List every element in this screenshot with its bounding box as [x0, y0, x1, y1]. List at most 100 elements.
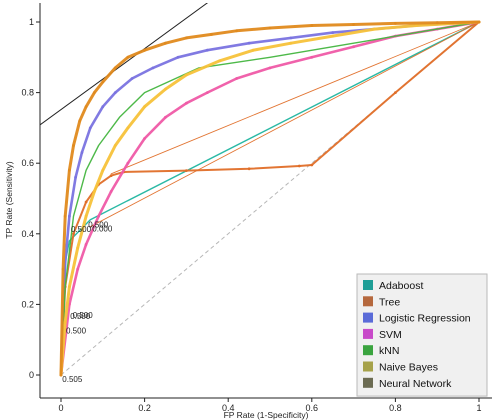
data-point-neural-network [477, 20, 481, 24]
data-point-tree [310, 163, 314, 167]
data-point-naive-bayes [164, 87, 167, 91]
data-point-neural-network [68, 168, 71, 172]
data-point-logistic-regression [205, 48, 209, 52]
series-line-svm [59, 20, 481, 377]
data-point-svm [164, 115, 167, 119]
data-point-naive-bayes [63, 320, 67, 324]
data-point-logistic-regression [80, 151, 84, 155]
data-point-naive-bayes [93, 190, 96, 193]
series-line-neural-network [59, 20, 481, 377]
data-point-logistic-regression [176, 55, 180, 59]
threshold-label: 0.500 [66, 326, 87, 335]
data-point-neural-network [126, 55, 130, 59]
data-point-neural-network [352, 23, 355, 26]
data-point-naive-bayes [185, 73, 188, 77]
data-point-svm [126, 161, 130, 165]
data-point-naive-bayes [251, 48, 255, 52]
data-point-neural-network [164, 41, 167, 45]
data-point-neural-network [185, 36, 188, 40]
legend-label: Neural Network [379, 378, 452, 390]
legend-swatch [363, 361, 373, 372]
legend-box [356, 273, 488, 397]
data-point-neural-network [310, 24, 314, 27]
data-point-logistic-regression [151, 66, 155, 70]
data-point-logistic-regression [331, 31, 335, 34]
data-point-neural-network [78, 119, 82, 123]
x-tick-label: 0.6 [306, 403, 319, 413]
data-point-svm [185, 101, 188, 105]
data-point-naive-bayes [113, 144, 117, 147]
legend-label: SVM [379, 329, 402, 341]
data-point-svm [268, 66, 272, 70]
data-point-logistic-regression [113, 91, 117, 94]
data-point-neural-network [63, 214, 67, 218]
data-point-naive-bayes [143, 105, 147, 109]
data-point-naive-bayes [126, 126, 130, 130]
data-point-logistic-regression [68, 214, 71, 218]
data-point-neural-network [101, 80, 105, 84]
data-point-neural-network [210, 33, 213, 36]
data-point-naive-bayes [84, 214, 88, 218]
data-point-neural-network [61, 267, 65, 271]
data-point-tree [297, 164, 301, 168]
data-point-neural-network [93, 91, 96, 94]
data-point-svm [84, 243, 88, 246]
data-point-tree [185, 169, 188, 173]
data-point-naive-bayes [218, 59, 222, 63]
series-line-tree-thin [110, 21, 480, 175]
data-point-tree [84, 200, 88, 204]
iso-performance-line-line [40, 3, 209, 126]
y-tick-label: 1 [29, 17, 34, 27]
data-point-svm [97, 214, 100, 218]
data-point-neural-network [59, 373, 63, 377]
data-point-naive-bayes [414, 24, 418, 27]
data-point-naive-bayes [68, 285, 71, 289]
threshold-label: 0.500 [70, 312, 91, 321]
data-point-tree [394, 91, 397, 94]
y-tick-label: 0.2 [21, 299, 34, 309]
x-axis-label: FP Rate (1-Specificity) [224, 410, 309, 420]
legend-swatch [363, 345, 373, 356]
x-tick-label: 0.2 [138, 403, 151, 413]
data-point-logistic-regression [247, 41, 251, 45]
threshold-label: 0.500 [88, 220, 109, 229]
legend-swatch [363, 312, 373, 323]
x-tick-label: 1 [476, 403, 481, 413]
legend-label: Logistic Regression [379, 313, 471, 325]
y-tick-label: 0.8 [21, 88, 34, 98]
series-line-knn [60, 21, 480, 376]
legend-swatch [363, 296, 373, 307]
data-point-logistic-regression [88, 126, 92, 130]
y-tick-label: 0.4 [21, 229, 34, 239]
data-point-logistic-regression [74, 175, 77, 179]
data-point-neural-network [394, 22, 397, 25]
data-point-naive-bayes [101, 168, 105, 172]
data-point-naive-bayes [331, 34, 335, 38]
data-point-neural-network [143, 48, 147, 52]
data-point-svm [235, 77, 239, 80]
data-point-tree [109, 174, 113, 178]
data-point-svm [76, 267, 80, 271]
legend-label: Tree [379, 296, 400, 308]
data-point-tree [72, 232, 75, 236]
threshold-label: 0.500 [71, 225, 92, 234]
data-point-naive-bayes [289, 41, 293, 45]
data-point-neural-network [113, 66, 117, 70]
y-tick-label: 0 [29, 370, 34, 380]
data-point-neural-network [72, 144, 75, 147]
data-point-svm [109, 190, 113, 193]
data-point-naive-bayes [373, 27, 376, 31]
data-point-svm [352, 45, 355, 49]
x-tick-label: 0.4 [222, 403, 235, 413]
legend-swatch [363, 328, 373, 339]
y-tick-label: 0.6 [21, 158, 34, 168]
threshold-label: 0.000 [92, 225, 113, 234]
data-point-neural-network [435, 21, 439, 25]
data-point-logistic-regression [101, 105, 105, 109]
legend-swatch [363, 280, 373, 290]
data-point-logistic-regression [130, 77, 134, 80]
x-tick-label: 0.8 [389, 403, 402, 413]
data-point-svm [143, 137, 147, 140]
data-point-svm [205, 91, 209, 94]
